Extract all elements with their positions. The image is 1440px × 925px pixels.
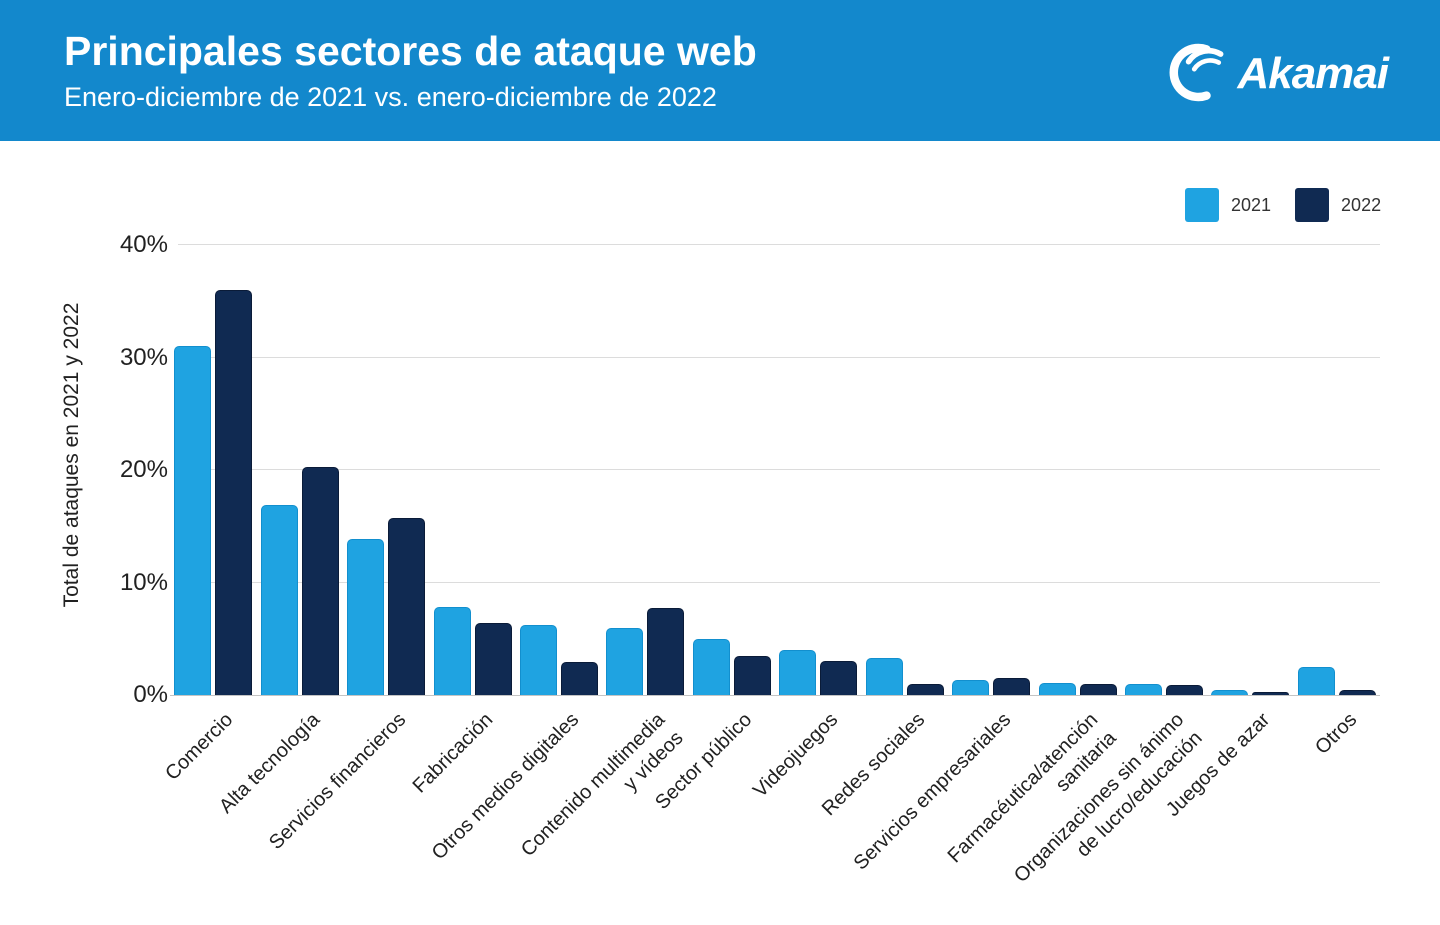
bar-2022-contenido-multimedia-y-videos: [647, 608, 685, 695]
bar-2022-otros: [1338, 689, 1376, 695]
y-tick-label-0: 0%: [133, 681, 168, 708]
bar-2021-servicios-empresariales: [952, 680, 990, 695]
bar-2022-organizaciones-sin-animo-de-lucro-educacion: [1165, 685, 1203, 695]
bar-2021-organizaciones-sin-animo-de-lucro-educacion: [1124, 683, 1162, 695]
bar-2022-fabricacion: [474, 623, 512, 695]
plot-area: [170, 244, 1380, 696]
akamai-swoosh-icon: [1170, 43, 1224, 102]
bar-2022-alta-tecnologia: [301, 466, 339, 695]
bar-2021-sector-publico: [692, 638, 730, 695]
bar-2021-servicios-financieros: [347, 538, 385, 695]
bar-2021-alta-tecnologia: [260, 504, 298, 695]
bar-2021-juegos-de-azar: [1211, 689, 1249, 695]
bar-2021-comercio: [174, 346, 212, 695]
bar-2021-redes-sociales: [865, 657, 903, 695]
bar-2022-farmaceutica-atencion-sanitaria: [1079, 683, 1117, 695]
bar-2022-servicios-financieros: [388, 518, 426, 695]
bar-2022-redes-sociales: [906, 683, 944, 695]
y-gridline-10: [178, 581, 1380, 583]
y-tick-label-40: 40%: [119, 231, 168, 258]
y-gridline-20: [178, 469, 1380, 470]
bar-2021-videojuegos: [779, 650, 817, 695]
legend-label-2022: 2022: [1341, 194, 1382, 215]
akamai-logo: Akamai: [1165, 36, 1389, 108]
bar-2022-comercio: [215, 290, 253, 695]
x-axis-line: [170, 695, 1380, 696]
y-gridline-30: [178, 356, 1380, 358]
bar-2021-otros: [1297, 666, 1335, 695]
y-tick-label-30: 30%: [119, 343, 168, 371]
bar-2021-contenido-multimedia-y-videos: [606, 627, 644, 695]
y-tick-label-20: 20%: [119, 456, 168, 483]
bar-2021-farmaceutica-atencion-sanitaria: [1038, 682, 1076, 695]
legend-item-2022: 2022: [1295, 188, 1381, 222]
y-gridline-40: [178, 244, 1380, 245]
akamai-logo-text: Akamai: [1237, 49, 1389, 98]
bar-2022-juegos-de-azar: [1252, 691, 1290, 695]
legend-label-2021: 2021: [1231, 194, 1272, 215]
chart-legend: 2021 2022: [1185, 188, 1381, 222]
page-subtitle: Enero-diciembre de 2021 vs. enero-diciem…: [64, 82, 717, 112]
bar-2021-fabricacion: [433, 607, 471, 695]
bar-2022-videojuegos: [820, 661, 858, 695]
bar-2022-servicios-empresariales: [993, 678, 1031, 695]
header-banner: Principales sectores de ataque web Enero…: [0, 0, 1440, 141]
legend-item-2021: 2021: [1185, 188, 1271, 222]
bar-2022-otros-medios-digitales: [560, 662, 598, 695]
page-title: Principales sectores de ataque web: [64, 28, 757, 74]
bar-2021-otros-medios-digitales: [519, 625, 557, 695]
legend-swatch-2021: [1185, 188, 1219, 222]
legend-swatch-2022: [1295, 188, 1330, 222]
bar-2022-sector-publico: [733, 655, 771, 695]
y-tick-label-10: 10%: [119, 568, 168, 596]
